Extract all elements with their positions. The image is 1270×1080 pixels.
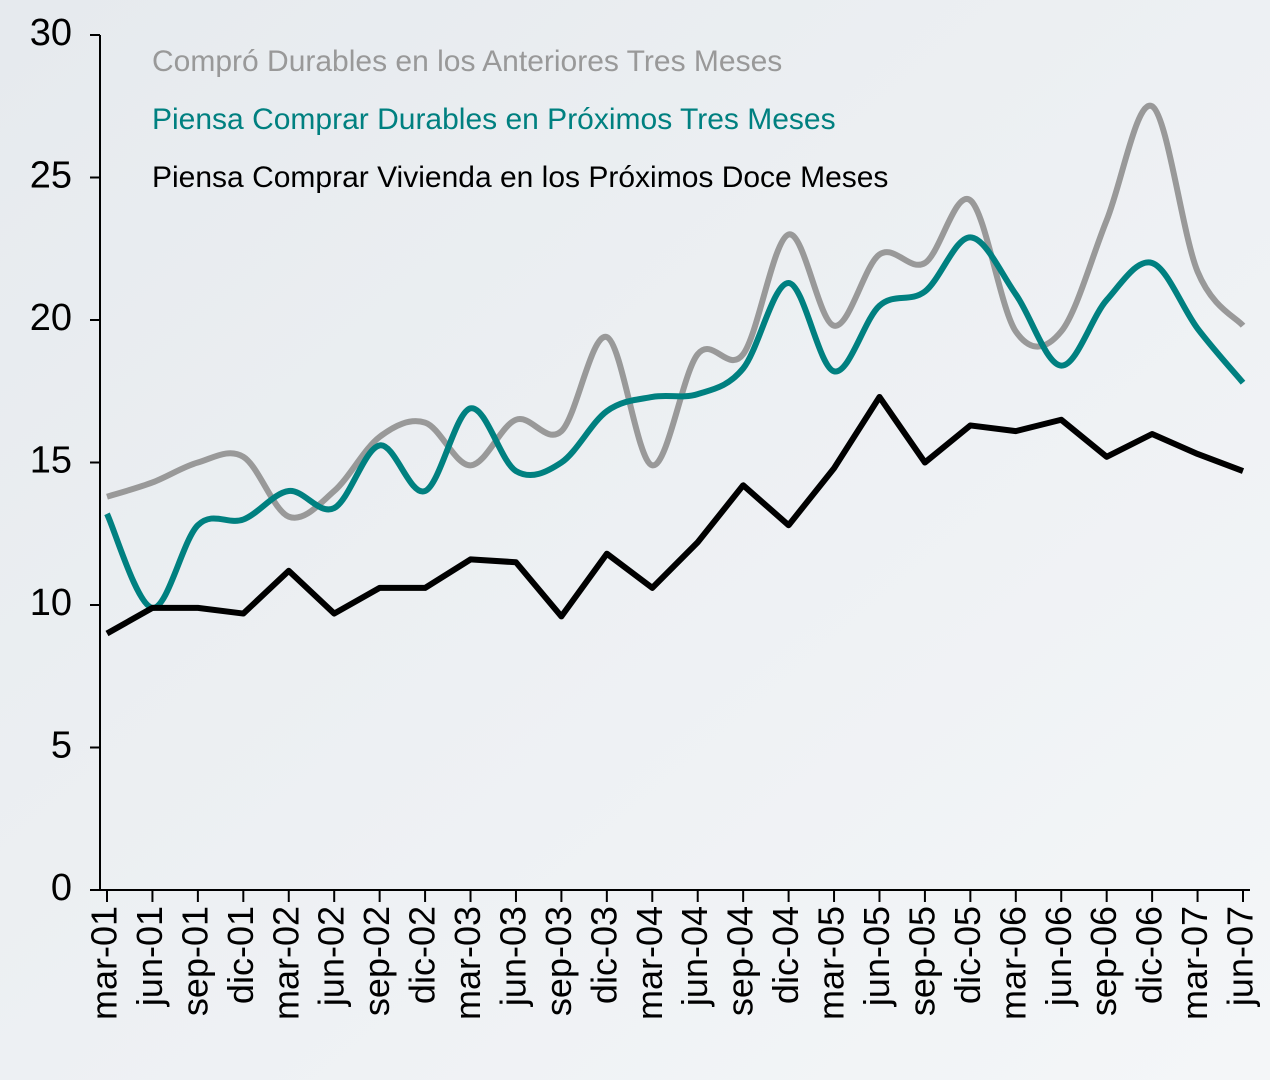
series-line — [106, 102, 1246, 521]
x-tick-label: mar-02 — [265, 906, 306, 1020]
x-tick-label: mar-03 — [447, 906, 488, 1020]
x-tick-label: sep-03 — [538, 906, 579, 1016]
series-line — [105, 393, 1245, 637]
x-tick-label: sep-06 — [1083, 906, 1124, 1016]
x-tick-label: sep-01 — [174, 906, 215, 1016]
x-tick-label: jun-02 — [311, 906, 352, 1007]
y-tick-label: 15 — [30, 440, 72, 482]
x-tick-label: jun-07 — [1220, 906, 1261, 1007]
y-tick-label: 5 — [51, 725, 72, 767]
x-tick-label: mar-07 — [1174, 906, 1215, 1020]
x-tick-label: jun-03 — [492, 906, 533, 1007]
x-tick-label: dic-03 — [583, 906, 624, 1004]
legend-label: Piensa Comprar Durables en Próximos Tres… — [152, 103, 836, 136]
x-tick-label: mar-01 — [84, 906, 125, 1020]
x-tick-label: jun-06 — [1038, 906, 1079, 1007]
x-tick-label: sep-05 — [901, 906, 942, 1016]
x-tick-label: sep-04 — [720, 906, 761, 1016]
y-tick-label: 25 — [30, 155, 72, 197]
y-tick-label: 10 — [30, 582, 72, 624]
y-tick-label: 20 — [30, 297, 72, 339]
series-line — [104, 234, 1246, 611]
x-tick-label: dic-06 — [1129, 906, 1170, 1004]
x-tick-label: dic-01 — [220, 906, 261, 1004]
x-tick-label: jun-01 — [129, 906, 170, 1007]
y-tick-label: 30 — [30, 12, 72, 54]
x-tick-label: dic-04 — [765, 906, 806, 1004]
y-tick-label: 0 — [51, 867, 72, 909]
x-tick-label: jun-05 — [856, 906, 897, 1007]
x-tick-label: mar-05 — [811, 906, 852, 1020]
x-tick-label: jun-04 — [674, 906, 715, 1007]
x-tick-label: dic-05 — [947, 906, 988, 1004]
x-tick-label: mar-04 — [629, 906, 670, 1020]
legend-label: Compró Durables en los Anteriores Tres M… — [152, 45, 782, 78]
legend-label: Piensa Comprar Vivienda en los Próximos … — [152, 161, 888, 194]
x-tick-label: dic-02 — [402, 906, 443, 1004]
x-tick-label: sep-02 — [356, 906, 397, 1016]
x-tick-label: mar-06 — [992, 906, 1033, 1020]
